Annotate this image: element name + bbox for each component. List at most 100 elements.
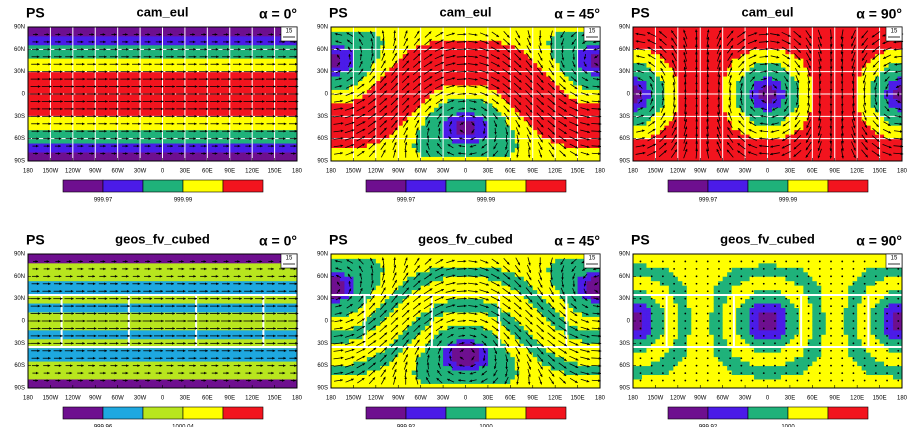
field-cell (145, 148, 150, 153)
field-cell (457, 148, 462, 153)
field-cell (252, 40, 257, 45)
field-cell (587, 58, 592, 63)
field-cell (207, 81, 212, 86)
field-cell (519, 139, 524, 144)
field-cell (479, 27, 484, 32)
field-cell (578, 103, 583, 108)
field-cell (398, 121, 403, 126)
field-cell (443, 130, 448, 135)
field-cell (185, 139, 190, 144)
field-cell (284, 76, 289, 81)
colorbar-box (223, 180, 263, 192)
field-cell (189, 72, 194, 77)
field-cell (452, 130, 457, 135)
field-cell (28, 72, 33, 77)
field-cell (50, 36, 55, 41)
field-cell (331, 143, 336, 148)
field-cell (185, 125, 190, 130)
field-cell (243, 72, 248, 77)
field-cell (55, 98, 60, 103)
field-cell (470, 27, 475, 32)
field-cell (425, 27, 430, 32)
field-cell (239, 148, 244, 153)
field-cell (127, 125, 132, 130)
field-cell (28, 27, 33, 32)
field-cell (234, 72, 239, 77)
field-cell (176, 49, 181, 54)
field-cell (185, 107, 190, 112)
field-cell (118, 54, 123, 59)
field-cell (122, 125, 127, 130)
field-cell (353, 98, 358, 103)
field-cell (257, 58, 262, 63)
field-cell (154, 76, 159, 81)
field-cell (185, 40, 190, 45)
field-cell (73, 98, 78, 103)
field-cell (185, 76, 190, 81)
field-cell (452, 116, 457, 121)
field-cell (448, 36, 453, 41)
field-cell (288, 81, 293, 86)
field-cell (430, 72, 435, 77)
field-cell (86, 27, 91, 32)
field-cell (207, 148, 212, 153)
field-cell (230, 63, 235, 68)
field-cell (470, 94, 475, 99)
field-cell (591, 152, 596, 157)
field-cell (118, 40, 123, 45)
field-cell (73, 36, 78, 41)
field-cell (452, 94, 457, 99)
field-cell (55, 81, 60, 86)
field-cell (207, 139, 212, 144)
field-cell (257, 148, 262, 153)
field-cell (243, 85, 248, 90)
field-cell (243, 152, 248, 157)
field-cell (284, 85, 289, 90)
field-cell (221, 76, 226, 81)
field-cell (198, 36, 203, 41)
field-cell (50, 148, 55, 153)
field-cell (118, 148, 123, 153)
field-cell (122, 58, 127, 63)
field-cell (95, 27, 100, 32)
field-cell (64, 94, 69, 99)
field-cell (257, 103, 262, 108)
field-cell (118, 72, 123, 77)
field-cell (118, 31, 123, 36)
field-cell (149, 40, 154, 45)
field-cell (221, 36, 226, 41)
field-cell (524, 40, 529, 45)
field-cell (421, 125, 426, 130)
field-cell (104, 143, 109, 148)
field-cell (77, 98, 82, 103)
field-cell (64, 148, 69, 153)
field-cell (421, 116, 426, 121)
field-cell (257, 130, 262, 135)
field-cell (189, 116, 194, 121)
field-cell (479, 125, 484, 130)
field-cell (95, 107, 100, 112)
field-cell (288, 116, 293, 121)
field-cell (239, 36, 244, 41)
field-cell (163, 40, 168, 45)
field-cell (50, 125, 55, 130)
field-cell (100, 116, 105, 121)
field-cell (149, 49, 154, 54)
field-cell (95, 139, 100, 144)
field-cell (362, 72, 367, 77)
field-cell (127, 107, 132, 112)
field-cell (239, 98, 244, 103)
field-cell (398, 40, 403, 45)
field-cell (100, 27, 105, 32)
field-cell (555, 116, 560, 121)
field-cell (376, 143, 381, 148)
field-cell (239, 139, 244, 144)
field-cell (243, 107, 248, 112)
field-cell (407, 152, 412, 157)
field-cell (542, 148, 547, 153)
field-cell (122, 107, 127, 112)
field-cell (149, 31, 154, 36)
field-cell (163, 76, 168, 81)
field-cell (163, 81, 168, 86)
field-cell (510, 63, 515, 68)
